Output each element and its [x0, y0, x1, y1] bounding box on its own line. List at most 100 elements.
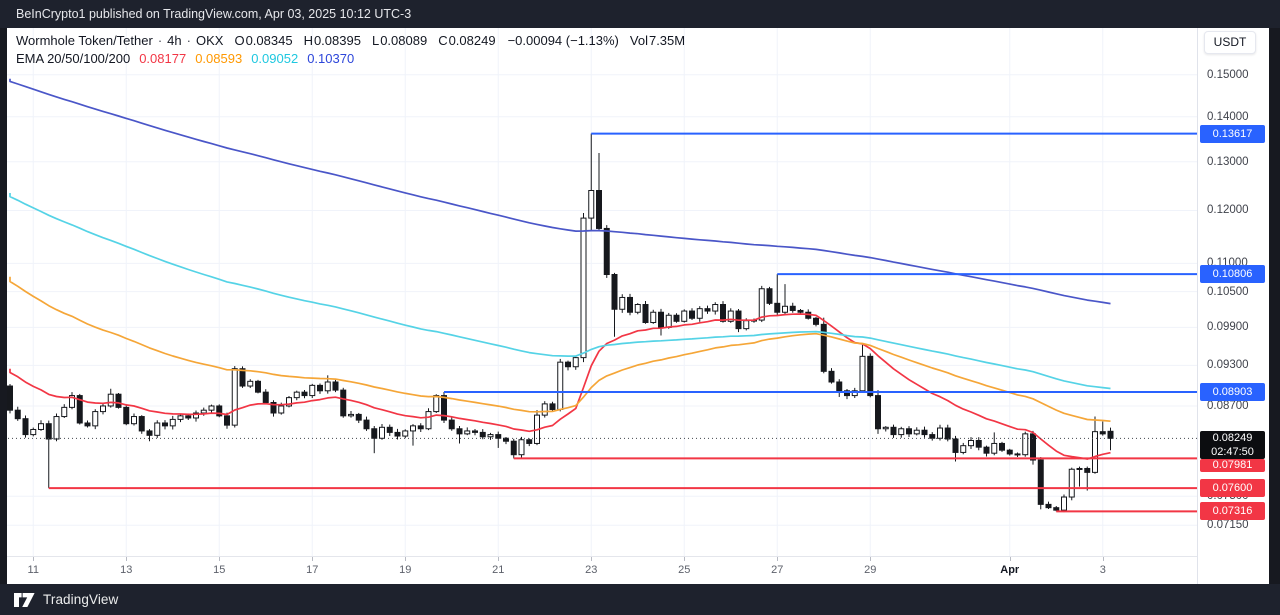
price-tick-label: 0.15000 — [1207, 68, 1249, 81]
candle-down — [867, 355, 874, 397]
candle-down — [162, 422, 168, 427]
candle-up — [634, 304, 641, 313]
candle-up — [425, 411, 432, 430]
time-tick-label: 15 — [213, 564, 226, 576]
candle-up — [107, 393, 114, 407]
chart-legend: Wormhole Token/Tether · 4h · OKX O0.08345 H0.0… — [16, 32, 685, 68]
candle-down — [363, 419, 370, 430]
time-tick-label: 27 — [771, 564, 784, 576]
price-level-badge: 0.10806 — [1200, 265, 1265, 284]
ema-200-value: 0.10370 — [307, 51, 355, 66]
brand-name[interactable]: TradingView — [43, 592, 119, 607]
time-axis[interactable]: 11 13 15 17 19 21 23 25 27 29 Apr 3 — [7, 556, 1197, 584]
candle-up — [898, 428, 905, 436]
candle-down — [185, 415, 192, 419]
last-price-value: 0.08249 — [1212, 432, 1253, 445]
candle-down — [216, 405, 223, 417]
candle-up — [665, 314, 672, 328]
candle-up — [968, 439, 974, 447]
candle-up — [1022, 433, 1029, 456]
left-frame-edge — [0, 28, 7, 584]
candle-down — [983, 446, 990, 454]
time-tick-mark — [870, 557, 872, 561]
candle-down — [921, 429, 928, 436]
candle-up — [859, 355, 866, 392]
price-tick-label: 0.13000 — [1207, 155, 1249, 168]
candle-up — [177, 415, 184, 420]
candle-up — [30, 428, 37, 436]
time-tick-mark — [1009, 557, 1011, 561]
candle-down — [975, 439, 982, 448]
time-tick-label: Apr — [1000, 564, 1020, 576]
candle-up — [286, 397, 292, 407]
candle-up — [200, 409, 207, 414]
candlestick-chart[interactable] — [0, 0, 1280, 584]
candle-down — [270, 401, 277, 414]
candle-up — [1068, 468, 1075, 498]
price-level-badge: 0.08903 — [1200, 382, 1265, 401]
ohlc-item: −0.00094 (−1.13%) — [507, 33, 619, 48]
candle-down — [875, 395, 881, 430]
price-tick-label: 0.08700 — [1207, 399, 1249, 412]
usdt-button[interactable]: USDT — [1204, 31, 1256, 54]
ohlc-item: L0.08089 — [371, 33, 428, 48]
candle-up — [619, 296, 626, 310]
candle-down — [890, 426, 897, 436]
candle-up — [913, 429, 920, 435]
ohlc-item: O0.08345 — [234, 33, 293, 48]
time-tick-mark — [498, 557, 500, 561]
candle-up — [650, 311, 657, 324]
price-tick-label: 0.10500 — [1207, 285, 1249, 298]
candle-down — [239, 368, 246, 387]
candle-down — [448, 419, 455, 430]
candle-up — [379, 426, 385, 439]
ema-20-line — [9, 313, 1111, 460]
ema-legend-row: EMA 20/50/100/200 0.08177 0.08593 0.09052 0.… — [16, 50, 685, 68]
price-tick-label: 0.09900 — [1207, 321, 1249, 334]
price-level-badge: 0.07600 — [1200, 479, 1265, 498]
candle-down — [999, 442, 1005, 451]
candle-up — [309, 384, 316, 397]
bar-countdown: 02:47:50 — [1211, 446, 1254, 459]
candle-down — [224, 415, 230, 426]
candle-down — [7, 385, 13, 411]
candle-down — [720, 304, 726, 322]
ema-100-line — [9, 193, 1111, 390]
candle-up — [154, 422, 161, 436]
time-tick-label: 23 — [585, 564, 598, 576]
candle-up — [231, 368, 238, 426]
candle-down — [76, 395, 83, 424]
candle-down — [1084, 467, 1091, 473]
candle-up — [278, 405, 285, 414]
ohlc-item: Vol7.35M — [629, 33, 686, 48]
candle-down — [472, 430, 478, 433]
price-axis[interactable]: USDT 0.15000 0.14000 0.13000 0.12000 0.11000… — [1197, 28, 1269, 584]
candle-down — [456, 428, 463, 435]
candle-down — [115, 393, 122, 408]
tradingview-logo-icon[interactable] — [14, 592, 35, 607]
candle-up — [193, 412, 199, 419]
candle-up — [1092, 431, 1098, 473]
candle-down — [774, 302, 781, 313]
time-tick-label: 17 — [306, 564, 319, 576]
time-tick-label: 25 — [678, 564, 691, 576]
candle-down — [704, 308, 711, 312]
interval-label: 4h — [167, 33, 182, 48]
candle-down — [146, 430, 153, 436]
candle-down — [906, 428, 912, 435]
candle-up — [208, 405, 215, 411]
candle-down — [944, 427, 951, 440]
price-tick-label: 0.09300 — [1207, 359, 1249, 372]
ema-20-value: 0.08177 — [139, 51, 187, 66]
candle-down — [1037, 459, 1044, 505]
candle-up — [410, 425, 416, 432]
candle-up — [1076, 467, 1083, 470]
candle-down — [828, 370, 835, 383]
candle-down — [836, 381, 843, 392]
candle-down — [1030, 433, 1036, 461]
candle-down — [611, 274, 618, 310]
footer-bar: TradingView — [0, 584, 1280, 615]
candle-down — [14, 409, 21, 420]
candle-down — [394, 431, 401, 437]
candle-down — [797, 309, 804, 313]
